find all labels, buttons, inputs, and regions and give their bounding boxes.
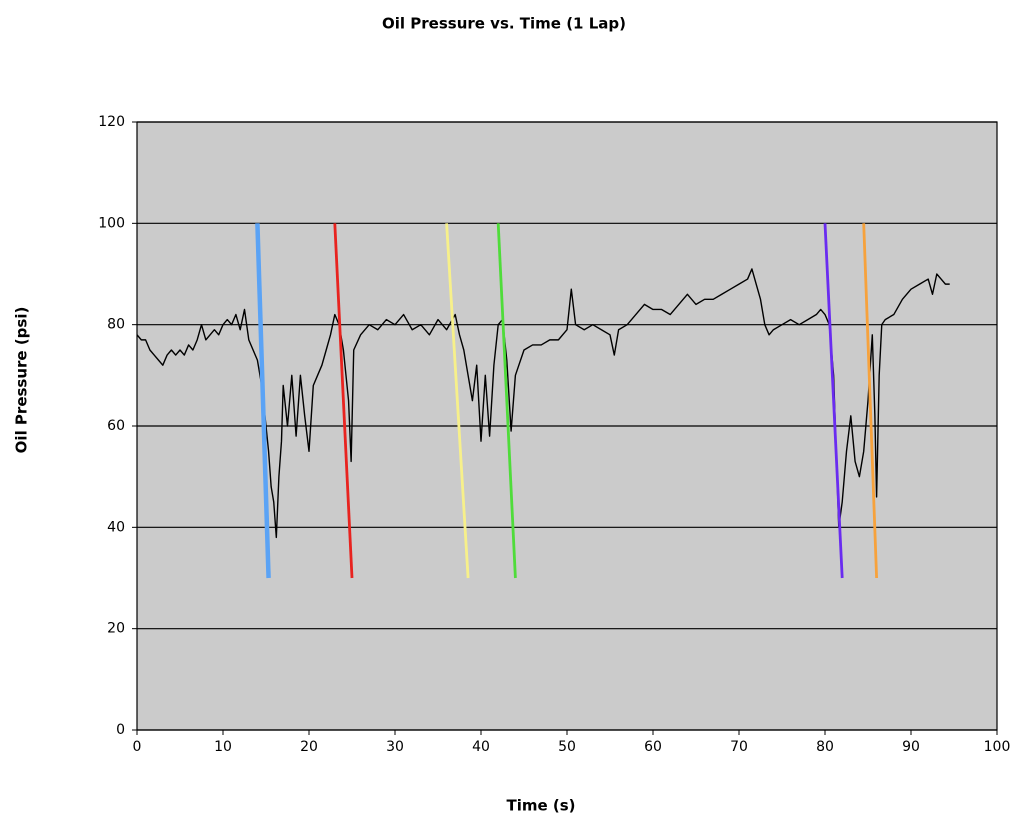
y-tick-label: 80 (107, 317, 125, 333)
x-tick-label: 20 (300, 739, 318, 755)
y-axis-label: Oil Pressure (psi) (13, 307, 31, 454)
x-tick-label: 40 (472, 739, 490, 755)
y-tick-label: 120 (98, 114, 125, 130)
x-tick-label: 10 (214, 739, 232, 755)
y-tick-label: 20 (107, 621, 125, 637)
x-tick-label: 70 (730, 739, 748, 755)
chart-title: Oil Pressure vs. Time (1 Lap) (382, 15, 626, 33)
x-tick-label: 30 (386, 739, 404, 755)
x-tick-label: 100 (984, 739, 1011, 755)
x-tick-label: 0 (133, 739, 142, 755)
y-tick-label: 0 (116, 722, 125, 738)
marker-line (862, 223, 878, 579)
x-tick-label: 60 (644, 739, 662, 755)
marker-line (823, 223, 844, 579)
y-tick-label: 40 (107, 519, 125, 535)
marker-line (333, 223, 354, 579)
plot-border (136, 121, 998, 731)
x-tick-label: 50 (558, 739, 576, 755)
y-tick-label: 60 (107, 418, 125, 434)
marker-line (445, 223, 470, 579)
x-tick-label: 90 (902, 739, 920, 755)
y-tick-label: 100 (98, 215, 125, 231)
x-axis-label: Time (s) (506, 797, 575, 815)
marker-line (496, 223, 517, 579)
x-tick-label: 80 (816, 739, 834, 755)
marker-line (255, 223, 271, 579)
